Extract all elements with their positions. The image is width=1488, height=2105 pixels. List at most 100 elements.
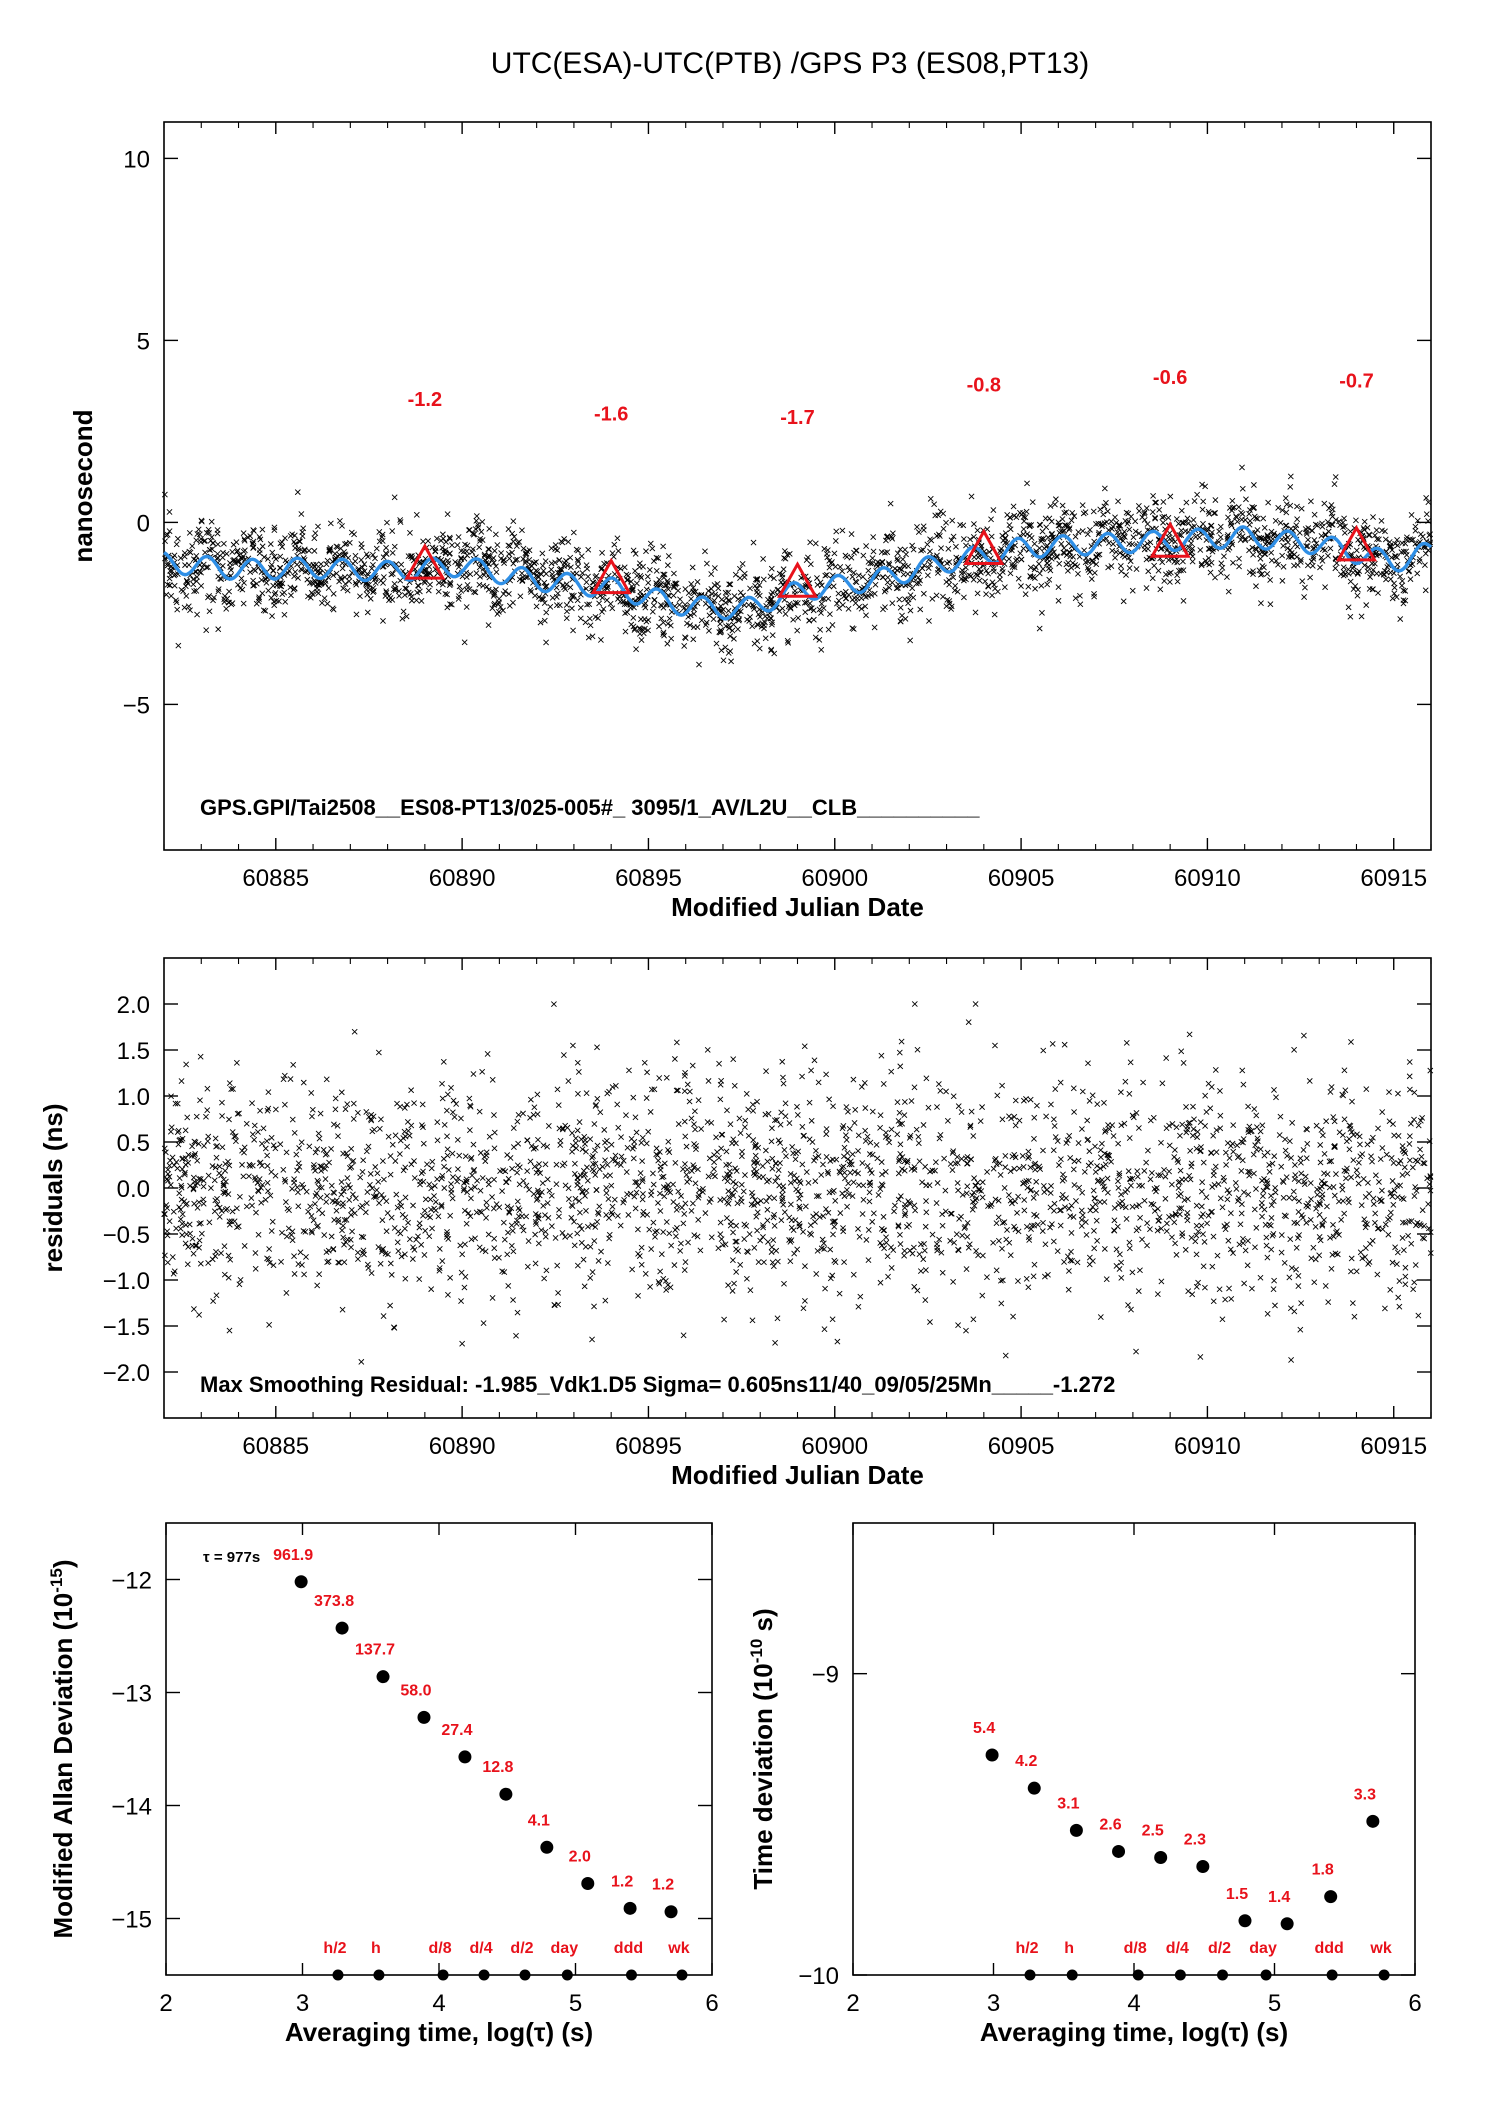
- residual-point: [499, 1188, 506, 1195]
- residual-point: [821, 1326, 828, 1333]
- data-point: [400, 608, 407, 615]
- data-point: [835, 597, 842, 604]
- residual-point: [727, 1222, 734, 1229]
- data-point: [749, 623, 756, 630]
- residual-point: [1240, 1136, 1247, 1142]
- data-point: [910, 546, 917, 553]
- data-point: [1175, 567, 1182, 574]
- residual-point: [947, 1210, 954, 1217]
- data-point: [1425, 518, 1432, 524]
- data-point: [1329, 506, 1336, 513]
- residual-point: [208, 1185, 214, 1191]
- residual-point: [897, 1063, 904, 1070]
- residual-point: [1406, 1086, 1413, 1093]
- residual-point: [323, 1249, 330, 1256]
- data-point: [999, 566, 1006, 572]
- data-point: [1361, 518, 1368, 525]
- data-point: [884, 574, 891, 581]
- residual-point: [1126, 1175, 1133, 1182]
- data-point: [1230, 559, 1236, 566]
- residual-point: [255, 1231, 262, 1238]
- data-point: [435, 588, 442, 595]
- data-point: [1403, 552, 1410, 558]
- residual-point: [1193, 1251, 1200, 1258]
- data-point: [1122, 517, 1129, 524]
- data-point: [1088, 557, 1095, 564]
- residual-point: [387, 1171, 394, 1178]
- data-point: [1036, 521, 1043, 528]
- residual-point: [789, 1144, 796, 1150]
- data-point: [589, 633, 596, 640]
- data-point: [537, 619, 544, 626]
- residual-point: [941, 1155, 948, 1162]
- data-point: [904, 571, 911, 577]
- residual-point: [352, 1195, 359, 1202]
- data-point: [1011, 561, 1018, 568]
- residual-point: [738, 1198, 745, 1205]
- data-point: [1103, 535, 1110, 542]
- residual-point: [1186, 1031, 1193, 1038]
- residual-point: [954, 1180, 961, 1186]
- residual-point: [671, 1262, 678, 1269]
- data-point: [568, 605, 575, 612]
- data-point: [240, 600, 247, 607]
- data-point: [444, 591, 451, 598]
- residual-point: [1079, 1126, 1085, 1132]
- data-point: [628, 621, 635, 628]
- y-tick-label: 5: [137, 328, 150, 355]
- residual-point: [1293, 1266, 1299, 1273]
- residual-point: [1364, 1141, 1371, 1148]
- residual-point: [226, 1116, 232, 1123]
- data-point: [997, 576, 1003, 583]
- data-point: [1036, 625, 1043, 632]
- data-point: [1287, 483, 1294, 490]
- data-point: [694, 578, 701, 585]
- residual-point: [830, 1103, 837, 1110]
- data-point: [1198, 562, 1205, 569]
- residual-point: [1227, 1210, 1234, 1217]
- data-point: [974, 590, 981, 597]
- data-point: [1256, 551, 1263, 557]
- residual-point: [555, 1289, 562, 1296]
- residual-point: [397, 1199, 404, 1206]
- data-point: [737, 589, 744, 596]
- residual-point: [1341, 1116, 1348, 1123]
- data-point: [182, 583, 189, 590]
- residual-point: [1175, 1185, 1182, 1191]
- data-point: [486, 546, 493, 553]
- residual-point: [1001, 1185, 1008, 1191]
- residual-point: [818, 1172, 825, 1178]
- residual-point: [769, 1125, 775, 1132]
- residual-point: [800, 1228, 806, 1235]
- residual-point: [1321, 1170, 1327, 1177]
- data-point: [845, 605, 852, 612]
- residual-point: [1253, 1186, 1259, 1192]
- residual-point: [408, 1087, 415, 1094]
- data-point: [270, 567, 277, 574]
- residual-point: [665, 1138, 672, 1145]
- data-point: [386, 597, 392, 604]
- residual-point: [449, 1195, 456, 1202]
- residual-point: [880, 1227, 887, 1234]
- residual-point: [1244, 1262, 1251, 1269]
- residual-point: [368, 1270, 375, 1277]
- data-point: [220, 549, 226, 556]
- residual-point: [281, 1101, 288, 1108]
- residual-point: [401, 1225, 408, 1232]
- data-point: [380, 574, 387, 580]
- data-point: [696, 661, 702, 668]
- data-point: [851, 549, 857, 556]
- residual-point: [950, 1278, 957, 1285]
- data-point: [514, 556, 520, 563]
- residual-point: [953, 1231, 960, 1238]
- data-point: [512, 557, 519, 563]
- data-point: [397, 519, 404, 525]
- data-point: [628, 578, 634, 585]
- residual-point: [968, 1108, 975, 1115]
- residual-point: [1208, 1150, 1215, 1157]
- data-point: [1077, 592, 1083, 599]
- residual-point: [269, 1218, 276, 1225]
- data-point: [736, 616, 743, 623]
- data-point: [1161, 578, 1168, 584]
- residual-point: [168, 1124, 175, 1131]
